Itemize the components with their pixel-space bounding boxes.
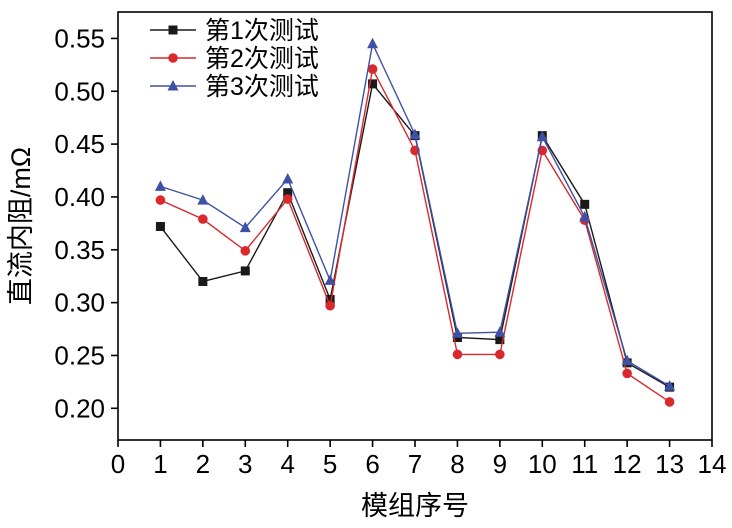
- x-tick-label: 1: [153, 449, 167, 479]
- legend-item: 第2次测试: [150, 45, 319, 73]
- triangle-marker-icon: [367, 37, 379, 49]
- triangle-marker-icon: [621, 354, 633, 366]
- triangle-marker-icon: [409, 128, 421, 140]
- x-tick-label: 11: [571, 449, 598, 479]
- series-1: [155, 79, 675, 392]
- square-marker-icon: [580, 199, 590, 209]
- triangle-marker-icon: [494, 326, 506, 337]
- x-tick-label: 3: [238, 449, 252, 479]
- x-axis-label: 模组序号: [361, 491, 469, 521]
- circle-marker-icon: [198, 214, 208, 224]
- square-marker-icon: [240, 266, 250, 276]
- y-axis-label: 直流内阻/mΩ: [6, 147, 36, 305]
- triangle-marker-icon: [536, 130, 548, 142]
- x-tick-label: 6: [365, 449, 379, 479]
- x-tick-label: 5: [323, 449, 337, 479]
- circle-marker-icon: [367, 64, 378, 74]
- legend-item: 第1次测试: [150, 17, 319, 45]
- circle-marker-icon: [495, 349, 505, 360]
- y-tick-label: 0.55: [54, 23, 105, 53]
- triangle-marker-icon: [324, 274, 336, 285]
- y-tick-label: 0.45: [54, 129, 105, 159]
- circle-marker-icon: [622, 368, 632, 379]
- x-tick-label: 14: [698, 449, 727, 479]
- circle-marker-icon: [240, 246, 251, 256]
- x-tick-label: 13: [655, 449, 684, 479]
- x-tick-label: 12: [613, 449, 642, 479]
- legend-label: 第1次测试: [205, 17, 319, 45]
- y-tick-label: 0.40: [54, 182, 105, 212]
- y-tick-label: 0.35: [54, 235, 105, 265]
- triangle-marker-icon: [664, 380, 676, 391]
- series-2: [155, 64, 675, 407]
- square-marker-icon: [168, 25, 178, 35]
- square-marker-icon: [283, 188, 293, 198]
- x-tick-label: 4: [280, 449, 294, 479]
- triangle-marker-icon: [167, 80, 179, 91]
- legend-label: 第3次测试: [205, 73, 319, 101]
- circle-marker-icon: [155, 195, 166, 205]
- x-tick-label: 8: [450, 449, 464, 479]
- y-tick-label: 0.20: [54, 393, 105, 423]
- circle-marker-icon: [325, 300, 335, 311]
- x-tick-label: 2: [196, 449, 210, 479]
- triangle-marker-icon: [451, 327, 463, 338]
- y-tick-label: 0.50: [54, 76, 105, 106]
- circle-marker-icon: [664, 397, 675, 407]
- legend-item: 第3次测试: [150, 73, 319, 101]
- triangle-marker-icon: [579, 211, 591, 222]
- circle-marker-icon: [282, 194, 293, 204]
- x-tick-label: 10: [528, 449, 557, 479]
- triangle-marker-icon: [282, 172, 294, 184]
- triangle-marker-icon: [197, 194, 209, 205]
- square-marker-icon: [495, 335, 505, 345]
- x-tick-label: 0: [111, 449, 125, 479]
- square-marker-icon: [198, 276, 208, 286]
- series-3: [154, 37, 676, 391]
- triangle-marker-icon: [154, 180, 166, 191]
- triangle-marker-icon: [239, 221, 251, 233]
- y-tick-label: 0.30: [54, 288, 105, 318]
- x-tick-label: 7: [408, 449, 422, 479]
- x-tick-label: 9: [493, 449, 507, 479]
- legend-label: 第2次测试: [205, 45, 319, 73]
- circle-marker-icon: [452, 349, 463, 360]
- circle-marker-icon: [168, 53, 178, 63]
- square-marker-icon: [155, 222, 165, 232]
- square-marker-icon: [368, 79, 378, 89]
- y-tick-label: 0.25: [54, 340, 105, 370]
- square-marker-icon: [325, 294, 335, 304]
